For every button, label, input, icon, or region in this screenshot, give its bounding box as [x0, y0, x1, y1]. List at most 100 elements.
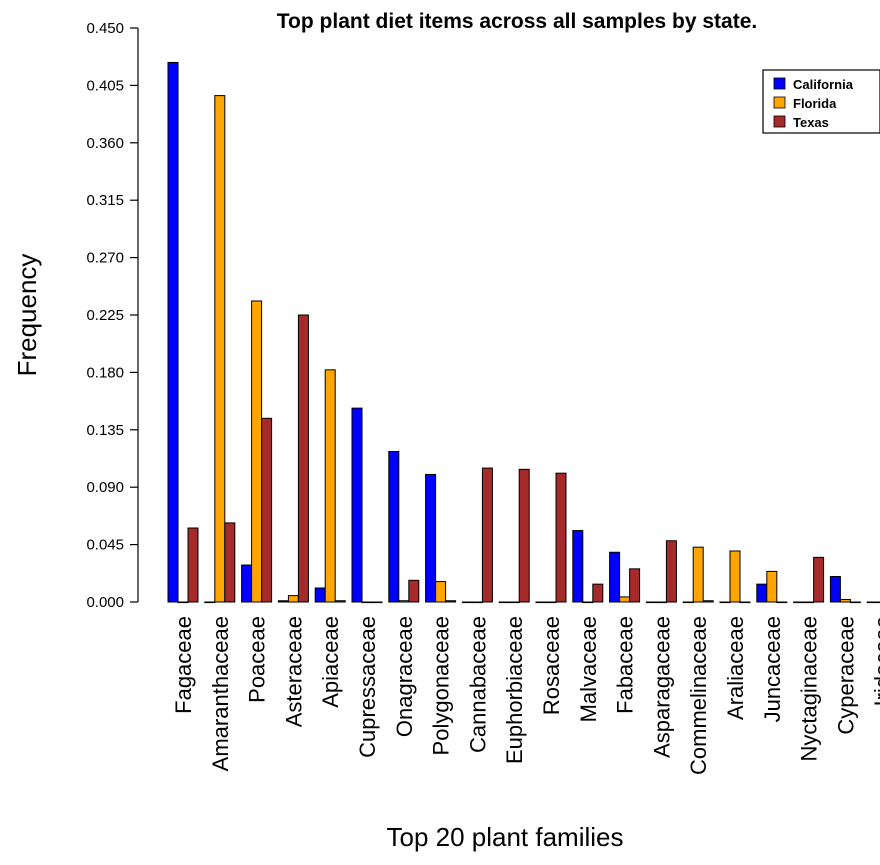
x-tick-label: Poaceae	[245, 616, 270, 703]
x-tick-label: Asparagaceae	[649, 616, 674, 758]
bar-texas	[408, 579, 420, 603]
bar-florida	[214, 95, 226, 603]
bar-florida	[508, 601, 520, 604]
bar-california	[241, 564, 253, 603]
bar-texas	[334, 600, 346, 603]
bar-florida	[876, 601, 880, 604]
bar-california	[167, 61, 179, 603]
bar-florida	[803, 601, 815, 604]
x-tick-label: Polygonaceae	[429, 616, 454, 755]
bar-california	[314, 587, 326, 603]
bar-florida	[655, 601, 667, 604]
y-tick-label: 0.270	[86, 250, 124, 267]
bar-california	[388, 450, 400, 603]
x-tick-label: Asteraceae	[281, 616, 306, 727]
bar-california	[866, 601, 878, 604]
bar-texas	[665, 540, 677, 603]
legend-swatch	[773, 77, 786, 90]
x-axis-labels: Fagaceae Amaranthaceae Poaceae Asteraceae Ap…	[171, 616, 880, 775]
bar-california	[204, 601, 216, 604]
bar-florida	[619, 596, 631, 603]
bar-florida	[435, 581, 447, 603]
bar-california	[535, 601, 547, 604]
x-tick-label: Araliaceae	[723, 616, 748, 720]
y-axis-title: Frequency	[12, 254, 42, 377]
x-tick-label: Apiaceae	[318, 616, 343, 708]
bar-texas	[187, 527, 199, 603]
bar-texas	[813, 556, 825, 603]
bar-florida	[287, 595, 299, 603]
bar-texas	[555, 472, 567, 603]
legend-swatch	[773, 96, 786, 109]
bar-florida	[839, 598, 851, 603]
bar-california	[829, 575, 841, 603]
bar-florida	[766, 570, 778, 603]
x-tick-label: Iridaceae	[870, 616, 880, 707]
y-tick-label: 0.090	[86, 479, 124, 496]
bar-california	[277, 600, 289, 603]
x-axis-title: Top 20 plant families	[386, 822, 623, 852]
y-tick-label: 0.180	[86, 364, 124, 381]
x-tick-label: Fabaceae	[613, 616, 638, 714]
bar-texas	[261, 417, 273, 603]
x-tick-label: Malvaceae	[576, 616, 601, 722]
bar-texas	[702, 600, 714, 603]
bar-florida	[324, 369, 336, 603]
bar-texas	[739, 601, 751, 604]
x-tick-label: Juncaceae	[760, 616, 785, 722]
bar-california	[719, 601, 731, 604]
y-tick-label: 0.315	[86, 192, 124, 209]
legend-label: California	[793, 77, 854, 92]
y-tick-label: 0.045	[86, 537, 124, 554]
legend-swatch	[773, 115, 786, 128]
x-tick-label: Rosaceae	[539, 616, 564, 715]
x-tick-label: Commelinaceae	[686, 616, 711, 775]
bar-california	[793, 601, 805, 604]
bar-group	[167, 61, 880, 604]
x-tick-label: Cyperaceae	[833, 616, 858, 735]
bar-california	[609, 551, 621, 603]
bar-california	[756, 583, 768, 603]
bar-texas	[445, 600, 457, 603]
x-tick-label: Cannabaceae	[465, 616, 490, 753]
bar-florida	[251, 300, 263, 603]
bar-texas	[776, 601, 788, 604]
bar-florida	[729, 550, 741, 603]
bar-florida	[582, 601, 594, 604]
legend: California Florida Texas	[762, 69, 880, 134]
y-axis: 0.000 0.045 0.090 0.135 0.180 0.225 0.270 0.315…	[86, 20, 139, 611]
y-tick-label: 0.405	[86, 77, 124, 94]
x-tick-label: Nyctaginaceae	[797, 616, 822, 762]
bar-texas	[592, 583, 604, 603]
x-tick-label: Amaranthaceae	[208, 616, 233, 771]
chart-title: Top plant diet items across all samples …	[277, 10, 757, 33]
bar-california	[645, 601, 657, 604]
bar-california	[498, 601, 510, 604]
bar-texas	[297, 314, 309, 603]
bar-california	[461, 601, 473, 604]
bar-florida	[692, 546, 704, 603]
y-tick-label: 0.450	[86, 20, 124, 37]
bar-texas	[518, 468, 530, 603]
legend-label: Florida	[793, 96, 837, 111]
bar-texas	[629, 568, 641, 603]
x-tick-label: Fagaceae	[171, 616, 196, 714]
legend-label: Texas	[793, 115, 829, 130]
y-tick-label: 0.360	[86, 135, 124, 152]
bar-texas	[481, 467, 493, 603]
bar-florida	[545, 601, 557, 604]
bar-florida	[177, 601, 189, 604]
bar-texas	[849, 601, 861, 604]
bar-florida	[471, 601, 483, 604]
bar-texas	[371, 601, 383, 604]
x-tick-label: Euphorbiaceae	[502, 616, 527, 764]
bar-florida	[398, 600, 410, 603]
y-tick-label: 0.135	[86, 422, 124, 439]
bar-california	[572, 530, 584, 603]
y-tick-label: 0.000	[86, 594, 124, 611]
y-tick-label: 0.225	[86, 307, 124, 324]
x-tick-label: Cupressaceae	[355, 616, 380, 758]
x-tick-label: Onagraceae	[392, 616, 417, 737]
bar-california	[351, 407, 363, 603]
